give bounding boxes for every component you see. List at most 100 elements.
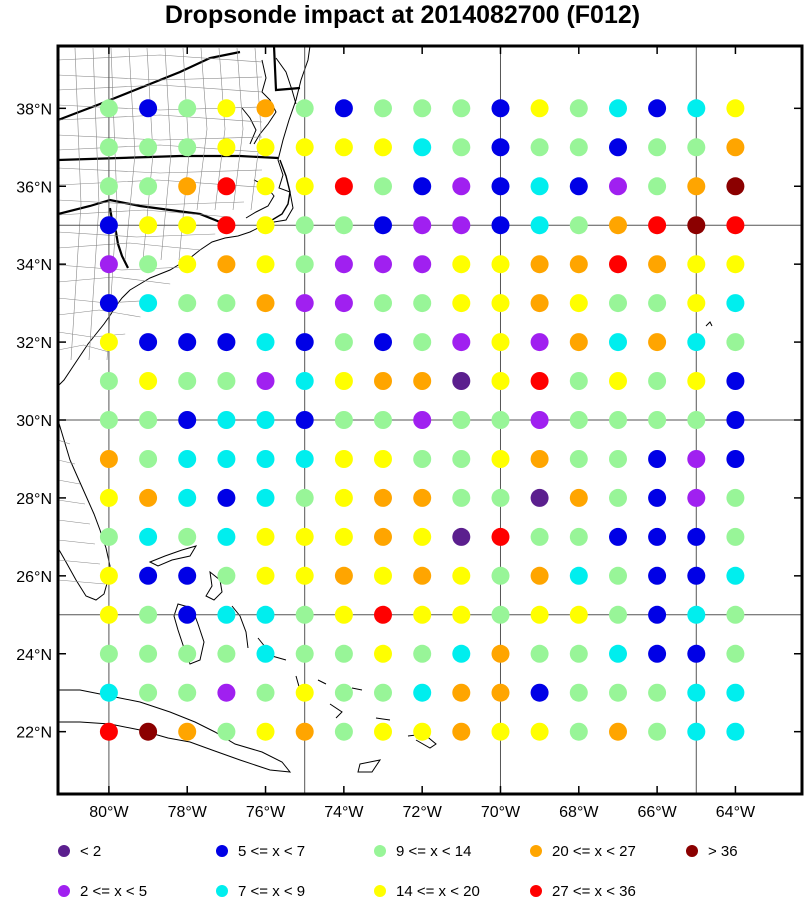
impact-dot (413, 527, 432, 546)
impact-dot (217, 138, 236, 157)
county-line (232, 47, 244, 211)
legend-swatch (374, 845, 386, 857)
impact-dot (374, 411, 392, 429)
impact-dot (687, 216, 706, 235)
impact-dot (648, 255, 667, 274)
impact-dot (99, 605, 118, 624)
impact-dot (99, 294, 118, 313)
impact-dot (178, 138, 197, 157)
impact-dot (99, 333, 118, 352)
impact-dot (217, 216, 236, 235)
legend-swatch (58, 845, 70, 857)
legend-label: 5 <= x < 7 (238, 843, 305, 860)
county-line (160, 47, 172, 261)
map-title: Dropsonde impact at 2014082700 (F012) (164, 1, 641, 29)
legend-label: 2 <= x < 5 (80, 883, 147, 900)
impact-dot (452, 527, 471, 546)
impact-dot (648, 450, 667, 468)
impact-dot (726, 450, 745, 468)
legend-label: 27 <= x < 36 (552, 883, 636, 900)
impact-dot (295, 333, 314, 352)
impact-dot (609, 605, 627, 624)
impact-dot (139, 372, 158, 390)
x-tick-label: 80°W (89, 804, 129, 821)
impact-dot (687, 99, 706, 118)
impact-dot (99, 683, 118, 702)
impact-dot (99, 372, 118, 390)
impact-dot (569, 722, 588, 741)
impact-dot (530, 488, 549, 507)
impact-dot (178, 488, 197, 507)
impact-dot (452, 255, 471, 274)
impact-dot (99, 566, 118, 585)
impact-dot (609, 488, 627, 507)
impact-dot (726, 138, 745, 157)
impact-dot (178, 216, 197, 235)
us-landmass (58, 46, 311, 387)
impact-dot (295, 722, 314, 741)
impact-dot (334, 566, 353, 585)
impact-dot (295, 411, 314, 429)
impact-dot (217, 450, 236, 468)
county-line (250, 47, 262, 211)
impact-dot (530, 683, 549, 702)
impact-dot (413, 99, 432, 118)
y-tick-label: 34°N (16, 257, 52, 274)
county-line (58, 167, 263, 174)
legend-label: 14 <= x < 20 (396, 883, 480, 900)
impact-dot (139, 255, 158, 274)
y-tick-label: 32°N (16, 335, 52, 352)
county-lines (58, 47, 263, 585)
impact-dot (256, 294, 275, 313)
legend-label: 20 <= x < 27 (552, 843, 636, 860)
impact-dot (491, 138, 510, 157)
x-tick-label: 78°W (168, 804, 208, 821)
impact-dot (374, 683, 392, 702)
impact-dot (374, 177, 392, 196)
impact-dot (569, 527, 588, 546)
impact-dot (139, 99, 158, 118)
impact-dot (99, 411, 118, 429)
impact-dot (452, 683, 471, 702)
impact-dot (648, 216, 667, 235)
impact-dot (256, 450, 275, 468)
impact-dot (609, 99, 627, 118)
impact-dot (334, 644, 353, 663)
x-tick-label: 68°W (559, 804, 599, 821)
impact-dot (256, 488, 275, 507)
county-line (88, 47, 100, 361)
impact-dot (295, 566, 314, 585)
impact-dot (256, 333, 275, 352)
impact-dot (374, 722, 392, 741)
impact-dot (178, 99, 197, 118)
impact-dot (687, 566, 706, 585)
impact-dot (491, 722, 510, 741)
impact-dot (687, 177, 706, 196)
county-line (58, 231, 216, 238)
impact-dot (530, 333, 549, 352)
impact-dot (452, 488, 471, 507)
impact-dot (99, 488, 118, 507)
impact-dot (139, 411, 158, 429)
impact-dot (726, 527, 745, 546)
legend-swatch (216, 845, 228, 857)
legend-swatch (530, 845, 542, 857)
impact-dot (99, 722, 118, 741)
impact-dot (569, 333, 588, 352)
county-line (58, 309, 141, 318)
impact-dot (609, 527, 627, 546)
impact-dot (569, 372, 588, 390)
impact-dot (569, 605, 588, 624)
impact-dot (530, 411, 549, 429)
impact-dot (413, 605, 432, 624)
impact-dot (648, 99, 667, 118)
impact-dot (648, 644, 667, 663)
impact-dot (452, 177, 471, 196)
impact-dot (452, 411, 471, 429)
impact-dot (452, 216, 471, 235)
impact-dot (217, 527, 236, 546)
county-line (58, 479, 81, 485)
impact-dot (609, 216, 627, 235)
impact-dot (217, 566, 236, 585)
